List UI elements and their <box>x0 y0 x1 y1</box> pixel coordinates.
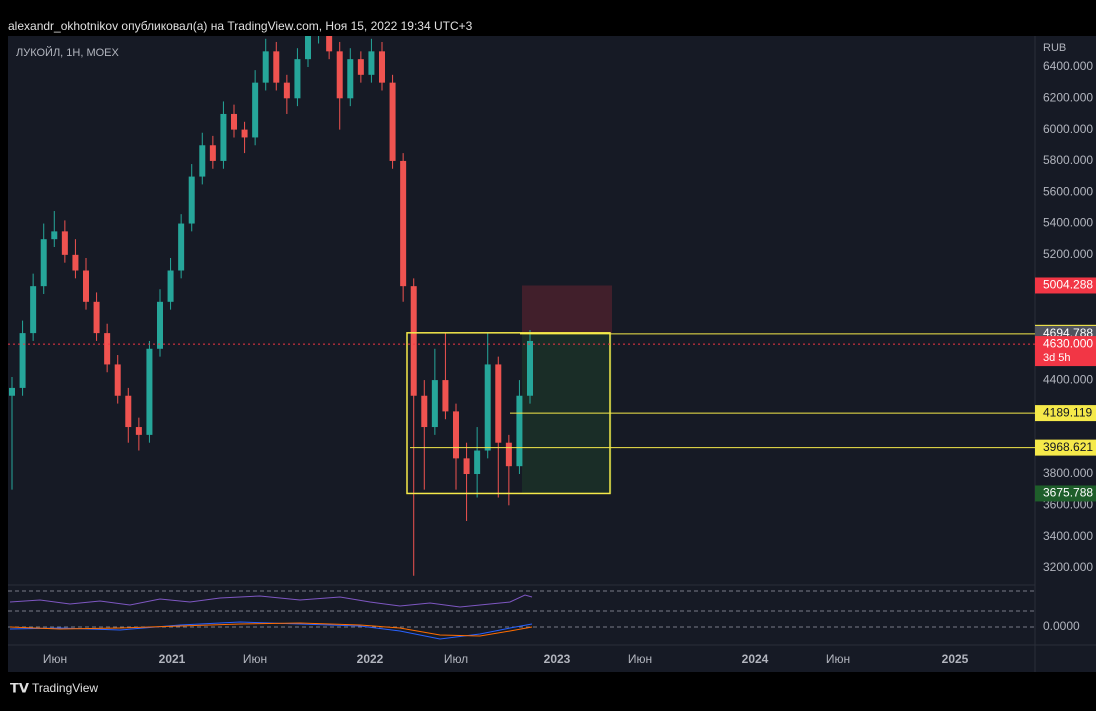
x-tick-label: Июн <box>243 652 267 666</box>
candle-body <box>368 51 375 75</box>
x-tick-label: Июн <box>43 652 67 666</box>
candle-body <box>157 301 163 349</box>
footer-logo: 𝗧𝗩 <box>10 680 29 695</box>
candle-body <box>389 82 396 161</box>
currency-label: RUB <box>1043 42 1066 54</box>
y-tick-label: 3200.000 <box>1043 560 1093 574</box>
price-tag-label: 4630.000 <box>1043 336 1093 350</box>
x-tick-label: 2025 <box>942 652 969 666</box>
x-tick-label: Июн <box>826 652 850 666</box>
y-tick-label: 4400.000 <box>1043 372 1093 386</box>
rsi-line <box>9 594 533 608</box>
candle-body <box>326 36 333 52</box>
x-tick-label: 2024 <box>742 652 769 666</box>
candle-body <box>93 301 100 334</box>
price-tag-label: 3968.621 <box>1043 440 1093 454</box>
candle-body <box>357 59 364 75</box>
footer-bar <box>0 672 1096 706</box>
y-tick-label: 5200.000 <box>1043 247 1093 261</box>
target-zone <box>522 333 612 494</box>
candle-body <box>474 450 481 475</box>
macd-line <box>9 621 533 640</box>
candle-body <box>347 59 354 99</box>
stop-zone <box>522 285 612 334</box>
candle-body <box>72 254 79 271</box>
candle-body <box>442 380 449 412</box>
candle-body <box>83 270 89 302</box>
candle-body <box>252 82 259 138</box>
macd-tick-label: 0.0000 <box>1043 619 1080 633</box>
candle-body <box>453 411 459 459</box>
candle-body <box>283 82 290 99</box>
candle-body <box>431 380 438 428</box>
candle-body <box>19 333 26 388</box>
price-tag <box>1035 277 1096 294</box>
price-tag <box>1035 485 1096 502</box>
candle-body <box>379 51 385 83</box>
candle-body <box>125 395 132 428</box>
candle-body <box>167 270 174 302</box>
price-tag-label: 5004.288 <box>1043 278 1093 292</box>
x-tick-label: 2022 <box>357 652 384 666</box>
candle-body <box>135 427 142 435</box>
candle-body <box>505 442 512 467</box>
candle-body <box>463 458 470 475</box>
candle-body <box>231 113 237 130</box>
candle-body <box>484 364 491 451</box>
symbol-label: ЛУКОЙЛ, 1H, MOEX <box>16 46 120 59</box>
y-tick-label: 5800.000 <box>1043 153 1093 167</box>
price-tag <box>1035 405 1096 422</box>
candle-body <box>273 51 280 83</box>
candle-body <box>209 145 216 161</box>
x-tick-label: Июл <box>444 652 468 666</box>
candle-body <box>199 145 206 177</box>
price-tag <box>1035 336 1096 367</box>
candle-body <box>527 340 533 396</box>
x-tick-label: 2023 <box>544 652 571 666</box>
countdown-label: 3d 5h <box>1043 352 1071 364</box>
footer-brand: TradingView <box>32 681 98 695</box>
price-tag <box>1035 439 1096 456</box>
candle-body <box>9 387 15 396</box>
candle-body <box>241 129 248 138</box>
candle-body <box>262 51 269 83</box>
candle-body <box>421 395 428 428</box>
candle-body <box>104 333 111 365</box>
x-tick-label: Июн <box>628 652 652 666</box>
price-tag-label: 3675.788 <box>1043 486 1093 500</box>
y-tick-label: 6400.000 <box>1043 59 1093 73</box>
y-tick-label: 3400.000 <box>1043 529 1093 543</box>
signal-line <box>9 622 533 637</box>
y-tick-label: 6200.000 <box>1043 90 1093 104</box>
candle-body <box>495 364 502 443</box>
y-tick-label: 6000.000 <box>1043 122 1093 136</box>
y-tick-label: 5600.000 <box>1043 184 1093 198</box>
candle-body <box>61 231 68 255</box>
candle-body <box>30 286 37 334</box>
plot <box>9 36 612 576</box>
x-tick-label: 2021 <box>159 652 186 666</box>
candle-body <box>178 223 185 271</box>
candle-body <box>40 239 47 287</box>
candle-body <box>400 160 407 287</box>
candle-body <box>220 113 227 161</box>
chart-area <box>8 36 1096 672</box>
candle-body <box>188 176 195 224</box>
candle-body <box>516 395 523 467</box>
candle-body <box>114 364 121 396</box>
y-tick-label: 3800.000 <box>1043 466 1093 480</box>
candle-body <box>305 36 311 60</box>
y-tick-label: 5400.000 <box>1043 216 1093 230</box>
candle-body <box>336 51 343 99</box>
candle-body <box>294 59 301 99</box>
candle-body <box>51 231 58 240</box>
candle-body <box>410 286 417 396</box>
candle-body <box>146 348 153 435</box>
price-tag-label: 4189.119 <box>1043 405 1092 419</box>
header-text: alexandr_okhotnikov опубликовал(а) на Tr… <box>8 19 473 33</box>
